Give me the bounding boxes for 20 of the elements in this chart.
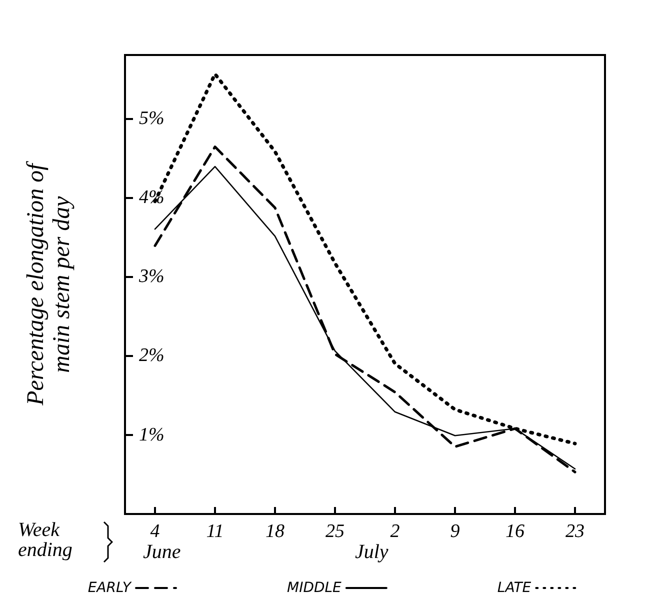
text: Week ending: [18, 519, 72, 561]
x-tick-label: 25: [326, 521, 344, 542]
y-tick-label: 4%: [139, 186, 164, 208]
y-tick-label: 1%: [139, 424, 164, 446]
x-tick-label: 16: [506, 521, 525, 542]
x-tick-label: 2: [390, 521, 400, 542]
y-tick-label: 3%: [138, 266, 164, 288]
x-tick-label: 4: [150, 521, 160, 542]
x-tick-label: 11: [206, 521, 224, 542]
legend-label: EARLY: [88, 580, 132, 596]
y-axis-title: Percentage elongation of main stem per day: [23, 160, 75, 406]
y-tick-label: 5%: [139, 108, 164, 129]
text: June: [143, 541, 181, 563]
legend-label: LATE: [497, 580, 532, 596]
text: July: [355, 541, 388, 563]
x-tick-label: 18: [266, 521, 285, 542]
x-tick-label: 9: [450, 521, 460, 542]
legend-label: MIDDLE: [286, 580, 342, 596]
x-tick-label: 23: [566, 521, 584, 542]
y-tick-label: 2%: [139, 345, 164, 366]
